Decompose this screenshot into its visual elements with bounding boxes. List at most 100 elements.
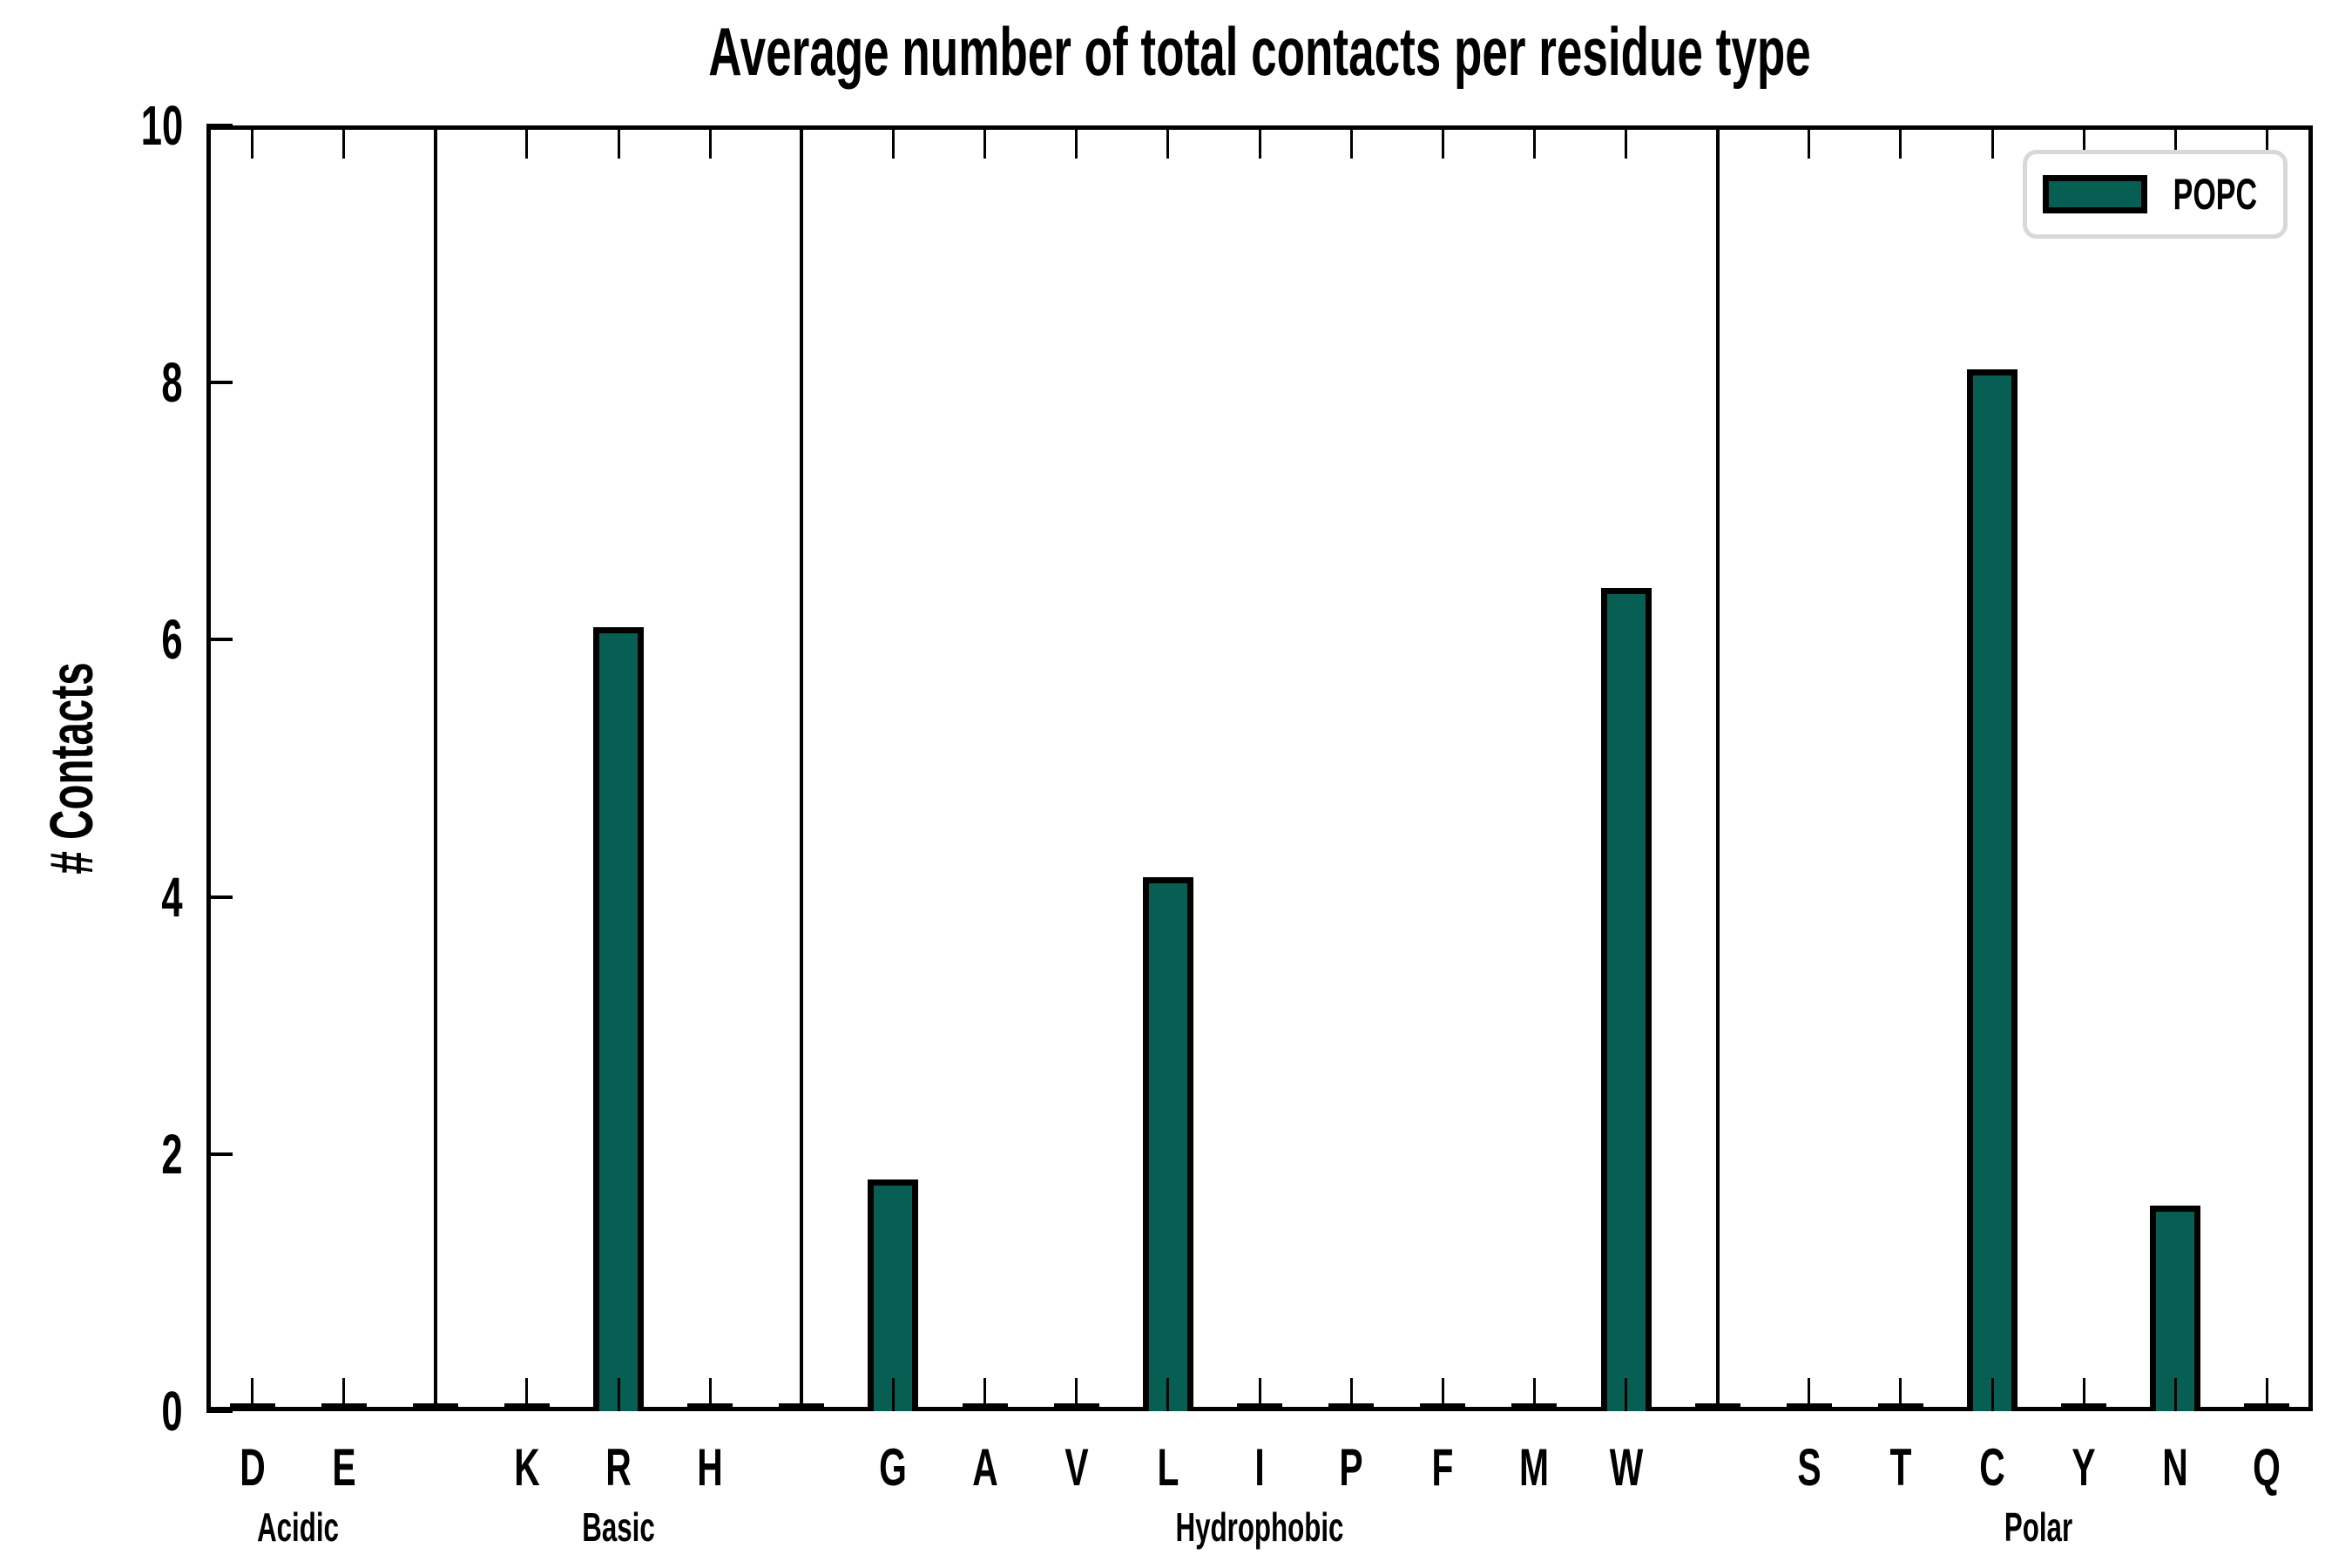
x-tick-label-text: G [879, 1438, 908, 1497]
x-tick-label-A: A [966, 1437, 1004, 1497]
x-tick-label-L: L [1152, 1437, 1185, 1497]
y-tick-6 [206, 638, 233, 642]
x-tick-bottom-N [2173, 1378, 2177, 1411]
x-tick-bottom-C [1990, 1378, 1994, 1411]
x-tick-label-text: K [514, 1438, 540, 1497]
x-tick-label-W: W [1601, 1437, 1651, 1497]
x-tick-top-A [983, 125, 987, 159]
x-tick-bottom-R [617, 1378, 620, 1411]
x-tick-label-I: I [1253, 1437, 1267, 1497]
x-tick-top-H [708, 125, 712, 159]
group-label-text: Polar [2004, 1504, 2072, 1550]
x-tick-bottom-D [251, 1378, 254, 1411]
x-tick-label-text: R [605, 1438, 632, 1497]
group-label-acidic: Acidic [238, 1504, 358, 1551]
group-label-text: Basic [582, 1504, 655, 1550]
x-tick-bottom-H [708, 1378, 712, 1411]
x-tick-label-text: Q [2253, 1438, 2281, 1497]
x-tick-label-text: F [1431, 1438, 1454, 1497]
x-tick-label-text: V [1064, 1438, 1089, 1497]
x-tick-label-text: E [332, 1438, 356, 1497]
x-tick-top-G [891, 125, 895, 159]
x-tick-label-E: E [327, 1437, 362, 1497]
x-tick-bottom-T [1899, 1378, 1903, 1411]
x-tick-top-Q [2265, 125, 2268, 159]
x-tick-label-text: M [1519, 1438, 1550, 1497]
x-tick-label-text: T [1889, 1438, 1912, 1497]
x-tick-label-text: N [2162, 1438, 2189, 1497]
bar-G [868, 1179, 919, 1411]
y-tick-label-8: 8 [0, 350, 183, 415]
bar-L [1142, 877, 1193, 1411]
bar-slot-zero [1694, 1403, 1740, 1411]
x-tick-label-P: P [1334, 1437, 1369, 1497]
group-label-hydrophobic: Hydrophobic [1136, 1504, 1383, 1551]
x-tick-label-text: D [239, 1438, 266, 1497]
x-tick-bottom-S [1808, 1378, 1811, 1411]
x-tick-top-L [1166, 125, 1170, 159]
y-tick-label-6: 6 [0, 607, 183, 672]
x-tick-bottom-P [1349, 1378, 1353, 1411]
x-tick-label-Y: Y [2066, 1437, 2101, 1497]
group-label-polar: Polar [1988, 1504, 2088, 1551]
x-tick-bottom-A [983, 1378, 987, 1411]
x-tick-bottom-G [891, 1378, 895, 1411]
bar-slot-zero [412, 1403, 458, 1411]
x-tick-top-C [1990, 125, 1994, 159]
x-tick-label-D: D [233, 1437, 271, 1497]
y-tick-8 [206, 381, 233, 385]
x-tick-label-text: W [1609, 1438, 1643, 1497]
bar-C [1967, 369, 2018, 1411]
x-tick-bottom-M [1532, 1378, 1536, 1411]
legend-label: POPC [2147, 169, 2283, 220]
y-tick-label-text: 0 [161, 1380, 183, 1443]
bar-W [1600, 588, 1652, 1411]
x-tick-top-D [251, 125, 254, 159]
x-tick-top-Y [2082, 125, 2085, 159]
x-tick-bottom-I [1258, 1378, 1261, 1411]
x-tick-label-text: L [1157, 1438, 1179, 1497]
x-tick-bottom-Y [2082, 1378, 2085, 1411]
y-tick-label-text: 2 [161, 1122, 183, 1186]
x-tick-top-F [1441, 125, 1444, 159]
x-tick-bottom-F [1441, 1378, 1444, 1411]
x-tick-bottom-L [1166, 1378, 1170, 1411]
x-tick-label-text: S [1797, 1438, 1821, 1497]
group-divider [1715, 125, 1720, 1411]
group-label-basic: Basic [565, 1504, 672, 1551]
x-tick-top-T [1899, 125, 1903, 159]
x-tick-label-H: H [692, 1437, 729, 1497]
bar-slot-zero [779, 1403, 825, 1411]
bar-R [593, 626, 645, 1411]
y-tick-label-10: 10 [0, 93, 183, 158]
y-tick-10 [206, 124, 233, 127]
x-tick-label-text: A [971, 1438, 998, 1497]
x-tick-label-G: G [873, 1437, 914, 1497]
chart-title-text: Average number of total contacts per res… [708, 13, 1811, 90]
x-tick-label-T: T [1885, 1437, 1917, 1497]
x-tick-top-K [525, 125, 529, 159]
x-tick-top-R [617, 125, 620, 159]
y-tick-label-text: 6 [161, 608, 183, 672]
y-tick-2 [206, 1152, 233, 1156]
x-tick-label-text: H [697, 1438, 723, 1497]
x-tick-label-F: F [1427, 1437, 1459, 1497]
legend-label-text: POPC [2173, 170, 2258, 219]
x-tick-label-Q: Q [2247, 1437, 2288, 1497]
x-tick-bottom-W [1625, 1378, 1628, 1411]
x-tick-label-S: S [1792, 1437, 1827, 1497]
x-tick-top-S [1808, 125, 1811, 159]
x-tick-top-E [342, 125, 346, 159]
x-tick-label-text: Y [2072, 1438, 2096, 1497]
group-label-text: Hydrophobic [1175, 1504, 1344, 1550]
group-divider [800, 125, 804, 1411]
legend-swatch [2043, 175, 2147, 213]
y-tick-label-text: 8 [161, 351, 183, 415]
group-divider [433, 125, 437, 1411]
y-tick-0 [206, 1409, 233, 1413]
legend: POPC [2023, 150, 2288, 239]
y-axis-label-text: # Contacts [37, 662, 105, 875]
x-tick-bottom-K [525, 1378, 529, 1411]
bar-N [2150, 1205, 2201, 1411]
